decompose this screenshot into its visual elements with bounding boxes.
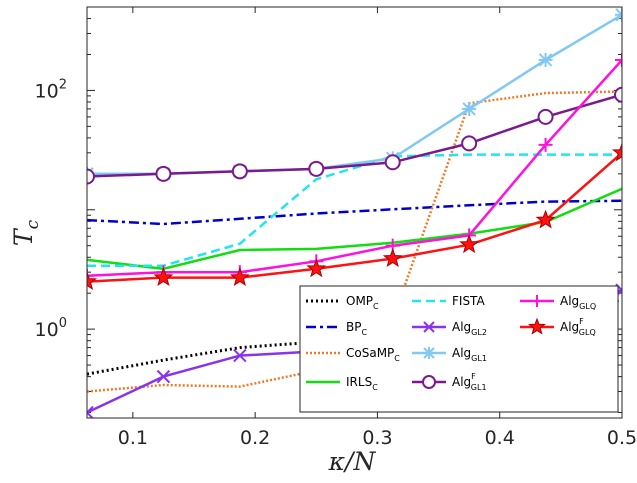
marker-asterisk xyxy=(538,52,553,67)
legend-label: AlgGLQ xyxy=(560,294,596,311)
marker-x xyxy=(156,369,171,384)
marker-plus xyxy=(87,268,94,283)
marker-star xyxy=(612,142,622,162)
marker-circle xyxy=(87,168,95,185)
x-tick-label: 0.5 xyxy=(607,427,637,449)
marker-circle xyxy=(384,154,401,171)
legend-label: FISTA xyxy=(452,294,485,308)
legend-item-1: BPC xyxy=(306,320,367,337)
legend-item-3: IRLSC xyxy=(306,375,378,392)
legend: OMPC BPC CoSaMPC IRLSC FISTA AlgGL2 AlgGL1 AlgF… xyxy=(299,285,619,413)
marker-x xyxy=(233,348,247,363)
marker-star xyxy=(229,267,250,287)
marker-plus xyxy=(538,137,553,152)
marker-circle xyxy=(614,86,622,103)
legend-item-0: OMPC xyxy=(306,294,379,311)
y-tick-label: 100 xyxy=(35,316,67,341)
legend-label: AlgF GLQ xyxy=(560,317,596,337)
legend-label: AlgGL1 xyxy=(452,346,487,363)
y-axis-label: Tc xyxy=(9,219,43,246)
series-9 xyxy=(87,142,622,291)
x-tick-label: 0.3 xyxy=(362,427,392,449)
marker-asterisk xyxy=(423,347,435,359)
marker-star xyxy=(528,317,546,335)
marker-x xyxy=(87,405,94,418)
marker-circle xyxy=(308,160,325,177)
x-axis-label: κ/N xyxy=(328,447,377,476)
legend-item-8: AlgGLQ xyxy=(520,294,596,311)
legend-item-4: FISTA xyxy=(412,294,485,308)
x-tick-label: 0.2 xyxy=(240,427,270,449)
series-line xyxy=(87,199,622,226)
legend-item-5: AlgGL2 xyxy=(412,320,487,337)
marker-star xyxy=(382,248,403,268)
legend-item-9: AlgF GLQ xyxy=(520,317,596,337)
series-layer xyxy=(87,7,622,418)
axes-frame xyxy=(86,6,623,419)
legend-item-6: AlgGL1 xyxy=(412,346,487,363)
marker-circle xyxy=(461,135,478,152)
legend-label: AlgF GL1 xyxy=(452,372,487,392)
svg-text:Tc: Tc xyxy=(9,219,43,246)
series-1 xyxy=(87,199,622,226)
marker-plus xyxy=(531,295,543,307)
x-tick-label: 0.4 xyxy=(485,427,515,449)
legend-label: OMPC xyxy=(346,294,379,311)
marker-circle xyxy=(537,108,554,125)
y-tick-label: 102 xyxy=(35,77,67,102)
marker-circle xyxy=(422,375,436,389)
marker-star xyxy=(306,258,327,278)
legend-item-7: AlgF GL1 xyxy=(412,372,487,392)
legend-label: CoSaMPC xyxy=(346,346,400,363)
series-line xyxy=(87,153,622,267)
marker-plus xyxy=(615,52,622,67)
marker-star xyxy=(459,234,480,254)
marker-star xyxy=(87,271,97,291)
marker-circle xyxy=(155,165,172,182)
legend-label: IRLSC xyxy=(346,375,378,392)
legend-label: BPC xyxy=(346,320,367,337)
legend-frame xyxy=(299,285,619,413)
series-4 xyxy=(87,153,622,267)
marker-star xyxy=(153,267,174,287)
marker-star xyxy=(535,209,556,229)
legend-item-2: CoSaMPC xyxy=(306,346,400,363)
x-tick-label: 0.1 xyxy=(118,427,148,449)
series-line xyxy=(87,59,622,278)
marker-circle xyxy=(231,163,248,180)
series-line xyxy=(87,93,622,178)
marker-x xyxy=(423,321,435,333)
legend-label: AlgGL2 xyxy=(452,320,487,337)
y-axis-label-sub: c xyxy=(23,219,43,229)
y-axis-label-main: T xyxy=(9,227,38,246)
series-line xyxy=(87,151,622,283)
marker-asterisk xyxy=(462,101,477,116)
marker-asterisk xyxy=(615,7,622,22)
series-7 xyxy=(87,86,622,185)
